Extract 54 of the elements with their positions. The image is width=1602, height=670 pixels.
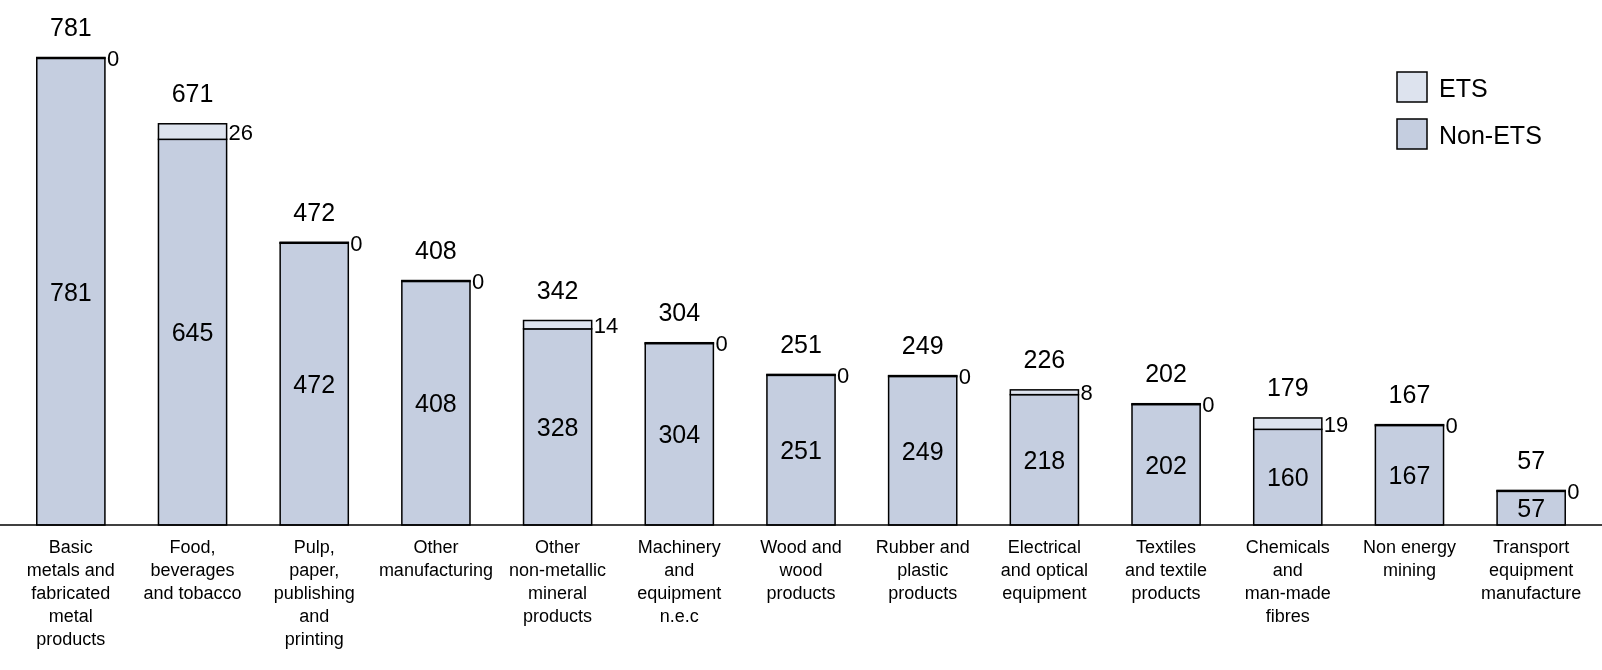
x-tick-label: Transport equipment manufacture [1481,537,1582,603]
x-tick-label: Wood and wood products [760,537,842,603]
data-label: 160 [1266,463,1309,492]
data-label: 167 [1388,461,1431,490]
total-label: 249 [901,331,944,360]
data-label: 0 [1445,413,1458,439]
total-label: 226 [1023,344,1066,373]
x-tick-label: Chemicals and man-made fibres [1244,537,1331,626]
data-label: 57 [1517,493,1546,522]
data-label: 26 [228,119,254,145]
data-label: 408 [415,389,457,418]
data-label: 0 [837,362,850,388]
x-tick-label: Basic metals and fabricated metal products [26,537,115,649]
data-label: 781 [49,277,92,306]
total-label: 472 [293,197,336,226]
total-label: 57 [1517,445,1546,474]
x-tick-label: Non energy mining [1362,537,1456,580]
total-label: 408 [415,236,457,265]
data-label: 328 [536,412,579,441]
legend-label: Non-ETS [1439,121,1542,149]
total-label: 167 [1388,380,1431,409]
data-label: 19 [1323,411,1349,437]
data-label: 251 [780,435,822,464]
data-label: 0 [1202,392,1215,418]
x-tick-label: Other non-metallic mineral products [509,537,607,626]
data-label: 0 [715,331,728,357]
x-tick-label: Electrical and optical equipment [1000,537,1088,603]
data-label: 0 [472,269,485,295]
data-label: 14 [593,312,619,338]
data-label: 0 [106,46,120,71]
total-label: 251 [780,329,822,358]
total-label: 304 [658,298,701,327]
total-label: 671 [171,78,214,107]
data-label: 304 [658,420,701,449]
data-label: 8 [1080,380,1093,406]
total-label: 179 [1266,372,1309,401]
x-tick-label: Other manufacturing [378,537,493,580]
x-tick-label: Machinery and equipment n.e.c [637,537,722,626]
data-label: 218 [1023,445,1066,474]
data-label: 202 [1145,450,1187,479]
x-tick-label: Food, beverages and tobacco [143,537,242,603]
x-tick-label: Pulp, paper, publishing and printing [273,537,355,649]
data-label: 645 [171,318,214,347]
data-label: 472 [293,369,336,398]
total-label: 342 [536,275,579,304]
total-label: 202 [1145,359,1187,388]
legend-label: ETS [1439,74,1488,102]
data-label: 249 [901,436,944,465]
x-tick-label: Rubber and plastic products [875,537,970,603]
data-label: 0 [958,364,972,390]
x-tick-label: Textiles and textile products [1125,537,1208,603]
total-label: 781 [49,13,92,41]
data-label: 0 [1567,478,1580,504]
data-label: 0 [350,230,363,256]
